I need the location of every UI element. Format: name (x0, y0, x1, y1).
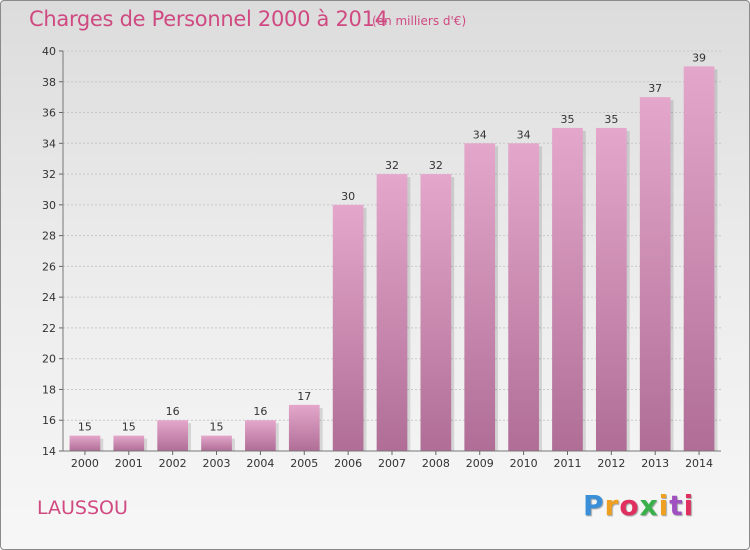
y-tick-label: 24 (42, 291, 56, 304)
bar (420, 174, 452, 452)
y-tick-label: 26 (42, 260, 56, 273)
y-tick-label: 16 (42, 414, 56, 427)
bar-value-label: 30 (341, 190, 355, 203)
bar (245, 420, 276, 451)
bar-value-label: 34 (517, 128, 531, 141)
axes: 14 16 18 20 22 24 26 28 30 32 34 36 38 40 2000 2001 2002… (42, 45, 721, 470)
logo-letter: x (639, 489, 659, 522)
y-tick-label: 22 (42, 322, 56, 335)
logo-letter: i (683, 489, 695, 522)
logo-letter: P (583, 489, 605, 522)
bar-value-label: 16 (166, 405, 180, 418)
y-tick-label: 30 (42, 199, 56, 212)
y-tick-label: 32 (42, 168, 56, 181)
x-tick-label: 2006 (334, 457, 362, 470)
x-tick-label: 2011 (553, 457, 581, 470)
bar-value-label: 32 (429, 159, 443, 172)
commune-name: LAUSSOU (37, 497, 128, 519)
x-tick-label: 2012 (597, 457, 625, 470)
y-tick-label: 18 (42, 383, 56, 396)
y-tick-label: 14 (42, 445, 56, 458)
bar (552, 127, 583, 451)
bar (376, 174, 408, 452)
bar-value-label: 16 (253, 405, 267, 418)
x-tick-label: 2007 (378, 457, 406, 470)
x-tick-label: 2010 (510, 457, 538, 470)
bar (508, 143, 539, 452)
logo-letter: o (619, 489, 640, 522)
bar-value-label: 32 (385, 159, 399, 172)
x-tick-label: 2004 (246, 457, 274, 470)
bar-value-label: 35 (604, 113, 618, 126)
bar (464, 143, 496, 452)
bar (157, 420, 189, 451)
bar-value-label: 34 (473, 128, 487, 141)
logo-letter: r (604, 489, 620, 522)
chart-title: Charges de Personnel 2000 à 2014 (29, 7, 388, 31)
bar-value-label: 15 (122, 421, 136, 434)
y-tick-label: 38 (42, 76, 56, 89)
logo-letter: t (669, 489, 684, 522)
bar-value-label: 35 (560, 113, 574, 126)
chart-subtitle: (en milliers d'€) (372, 14, 467, 28)
bar (639, 97, 671, 452)
bar (69, 435, 101, 451)
x-tick-label: 2014 (685, 457, 713, 470)
x-tick-label: 2002 (159, 457, 187, 470)
y-tick-label: 36 (42, 107, 56, 120)
x-tick-label: 2009 (466, 457, 494, 470)
bars: 15 15 16 15 16 17 30 32 32 34 34 35 35 37 39 (69, 51, 718, 452)
y-tick-label: 40 (42, 45, 56, 58)
x-tick-label: 2000 (71, 457, 99, 470)
logo-letter: i (658, 489, 670, 522)
x-tick-label: 2003 (203, 457, 231, 470)
y-tick-label: 34 (42, 137, 56, 150)
bar (332, 204, 364, 451)
y-tick-label: 20 (42, 353, 56, 366)
bar-value-label: 37 (648, 82, 662, 95)
x-tick-label: 2013 (641, 457, 669, 470)
bar (201, 435, 232, 451)
bar (683, 66, 715, 451)
bar-value-label: 17 (297, 390, 311, 403)
bar (595, 127, 627, 451)
y-tick-label: 28 (42, 230, 56, 243)
proxiti-logo: Proxiti (583, 489, 694, 522)
bar-value-label: 15 (78, 421, 92, 434)
x-tick-label: 2001 (115, 457, 143, 470)
x-tick-label: 2008 (422, 457, 450, 470)
x-tick-label: 2005 (290, 457, 318, 470)
bar-value-label: 15 (210, 421, 224, 434)
bar-value-label: 39 (692, 51, 706, 64)
bar (113, 435, 145, 451)
bar (288, 404, 320, 451)
